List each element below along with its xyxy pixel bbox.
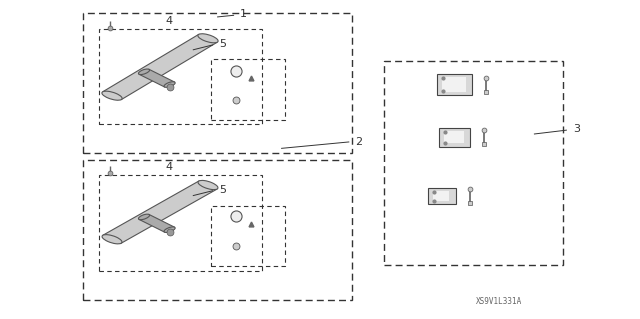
Text: 3: 3 xyxy=(573,124,580,134)
FancyBboxPatch shape xyxy=(438,128,470,146)
FancyBboxPatch shape xyxy=(433,191,449,201)
FancyBboxPatch shape xyxy=(442,77,466,92)
Text: 5: 5 xyxy=(219,39,226,49)
Text: 1: 1 xyxy=(240,9,247,19)
Text: 2: 2 xyxy=(355,137,362,147)
Text: 5: 5 xyxy=(219,185,226,195)
Ellipse shape xyxy=(102,235,122,244)
Ellipse shape xyxy=(164,82,175,87)
Ellipse shape xyxy=(198,181,218,189)
Ellipse shape xyxy=(102,91,122,100)
Polygon shape xyxy=(102,34,218,100)
FancyBboxPatch shape xyxy=(428,188,456,204)
Text: 4: 4 xyxy=(165,16,172,26)
Ellipse shape xyxy=(138,69,150,75)
Ellipse shape xyxy=(198,34,218,43)
Polygon shape xyxy=(139,214,175,232)
FancyBboxPatch shape xyxy=(444,131,464,143)
Text: 4: 4 xyxy=(165,162,172,173)
FancyBboxPatch shape xyxy=(437,74,472,95)
Ellipse shape xyxy=(164,227,175,233)
Polygon shape xyxy=(139,69,175,87)
Ellipse shape xyxy=(138,214,150,220)
Text: XS9V1L331A: XS9V1L331A xyxy=(476,297,522,306)
Polygon shape xyxy=(103,181,217,243)
